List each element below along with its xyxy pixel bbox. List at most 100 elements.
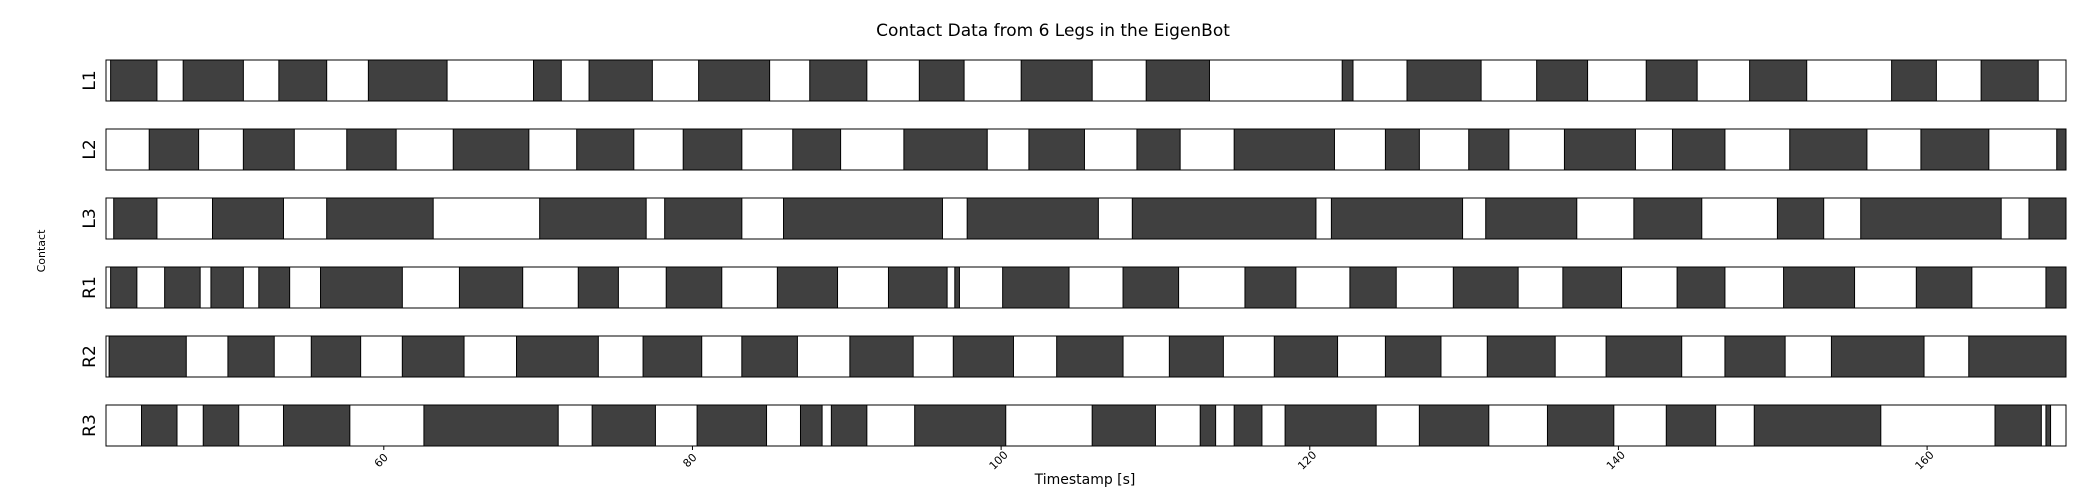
contact-segment [1244, 266, 1297, 309]
contact-segment [966, 197, 1099, 240]
contact-segment [258, 266, 291, 309]
contact-segment [783, 197, 943, 240]
contact-segment [698, 59, 771, 102]
contact-segment [1384, 128, 1420, 171]
contact-segment [1406, 59, 1482, 102]
contact-segment [401, 335, 465, 378]
row-frame [105, 128, 2067, 171]
contact-segment [202, 404, 240, 447]
contact-segment [2045, 404, 2052, 447]
contact-segment [516, 335, 599, 378]
contact-segment [1605, 335, 1683, 378]
contact-segment [2028, 197, 2067, 240]
leg-row-l3: L3 [80, 197, 2067, 240]
contact-segment [1452, 266, 1519, 309]
contact-segment [113, 197, 158, 240]
contact-segment [1091, 404, 1156, 447]
contact-segment [1418, 404, 1490, 447]
contact-segment [914, 404, 1007, 447]
contact-segment [182, 59, 244, 102]
contact-segment [1233, 128, 1335, 171]
contact-segment [326, 197, 434, 240]
contact-segment [1284, 404, 1377, 447]
contact-segment [1860, 197, 2002, 240]
x-axis-ticks: 60 80 100 120 140 160 [372, 446, 1937, 473]
contact-segment [1330, 197, 1464, 240]
contact-segment [1830, 335, 1925, 378]
contact-segment [1676, 266, 1726, 309]
contact-segment [887, 266, 948, 309]
contact-segment [1891, 59, 1937, 102]
contact-segment [1665, 404, 1717, 447]
leg-row-r3: R3 [80, 404, 2067, 447]
contact-segment [809, 59, 868, 102]
contact-segment [1753, 404, 1882, 447]
contact-segment [110, 266, 138, 309]
contact-segment [1724, 335, 1786, 378]
contact-segment [423, 404, 559, 447]
contact-segment [1349, 266, 1397, 309]
contact-segment [1546, 404, 1615, 447]
contact-segment [954, 266, 960, 309]
contact-segment [346, 128, 397, 171]
contact-segment [2056, 128, 2067, 171]
contact-segment [1273, 335, 1339, 378]
contact-segment [1233, 404, 1263, 447]
x-tick-label: 120 [1295, 449, 1319, 473]
contact-segment [1633, 197, 1703, 240]
contact-segment [792, 128, 842, 171]
row-background [106, 267, 2066, 308]
contact-segment [830, 404, 868, 447]
contact-segment [452, 128, 530, 171]
contact-segment [1199, 404, 1217, 447]
contact-segment [776, 266, 839, 309]
contact-segment [1384, 335, 1442, 378]
row-label-r2: R2 [80, 345, 100, 368]
contact-segment [696, 404, 768, 447]
row-frame [105, 404, 2067, 447]
row-label-l2: L2 [80, 139, 100, 159]
contact-segment [1122, 266, 1180, 309]
contact-segment [1341, 59, 1354, 102]
contact-segment [1994, 404, 2042, 447]
row-label-r1: R1 [80, 276, 100, 299]
contact-segment [148, 128, 200, 171]
contact-segment [588, 59, 653, 102]
row-frame [105, 266, 2067, 309]
x-tick-label: 140 [1604, 449, 1628, 473]
contact-segment [278, 59, 328, 102]
contact-segment [1486, 335, 1556, 378]
contact-segment [1028, 128, 1085, 171]
contact-segment [310, 335, 362, 378]
row-frame [105, 197, 2067, 240]
contact-segment [282, 404, 351, 447]
contact-segment [664, 197, 743, 240]
contact-segment [741, 335, 798, 378]
contact-segment [682, 128, 743, 171]
contact-segment [110, 59, 158, 102]
contact-segment [211, 197, 284, 240]
leg-row-r2: R2 [80, 335, 2067, 378]
contact-segment [1136, 128, 1181, 171]
row-frame [105, 335, 2067, 378]
contact-segment [1789, 128, 1868, 171]
contact-segment [1056, 335, 1124, 378]
contact-segment [1002, 266, 1070, 309]
contact-segment [2045, 266, 2067, 309]
contact-segment [1131, 197, 1317, 240]
contact-segment [903, 128, 988, 171]
leg-row-l2: L2 [80, 128, 2067, 171]
contact-segment [1915, 266, 1973, 309]
y-axis-label: Contact [35, 229, 48, 272]
timeline-rows: L1 L2 L3 R1 R2 R3 [80, 59, 2067, 447]
row-frame [105, 59, 2067, 102]
contact-segment [642, 335, 703, 378]
contact-segment [1168, 335, 1224, 378]
contact-segment [799, 404, 823, 447]
contact-segment [1145, 59, 1210, 102]
contact-segment [320, 266, 403, 309]
x-tick-label: 80 [680, 451, 699, 470]
contact-segment [1020, 59, 1093, 102]
contact-segment [458, 266, 524, 309]
row-label-r3: R3 [80, 414, 100, 437]
